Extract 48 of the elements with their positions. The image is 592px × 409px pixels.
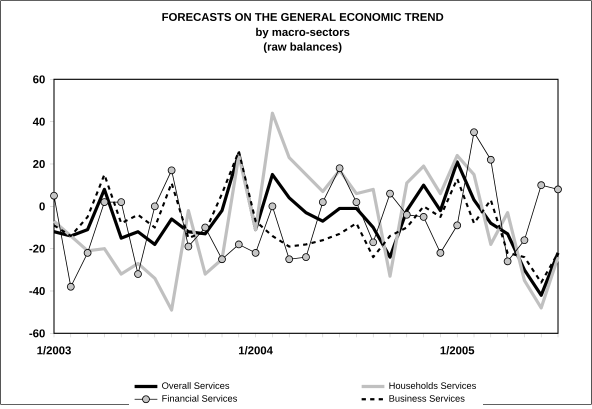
chart-subtitle: by macro-sectors: [256, 28, 350, 38]
point: [117, 198, 126, 206]
y-tick-label: -40: [29, 287, 45, 296]
point: [150, 202, 159, 210]
y-tick-label: 0: [39, 202, 45, 210]
point: [234, 240, 243, 248]
y-tick-label: -20: [29, 244, 45, 253]
point: [537, 181, 546, 190]
point: [486, 156, 495, 164]
point: [66, 282, 75, 291]
x-tick-label: 1/2003: [37, 346, 71, 354]
point: [318, 198, 327, 206]
point: [134, 270, 142, 278]
point: [84, 249, 92, 257]
point: [436, 249, 444, 257]
point: [520, 236, 528, 244]
point: [402, 210, 411, 219]
point: [168, 166, 176, 174]
point: [252, 249, 260, 257]
point: [369, 238, 378, 246]
point: [504, 258, 512, 266]
legend-label: Overall Services: [162, 382, 230, 389]
point: [201, 224, 210, 232]
y-tick-label: 60: [33, 75, 45, 84]
legend-label: Business Services: [389, 394, 465, 402]
point: [554, 186, 562, 194]
y-tick-label: -60: [29, 329, 45, 338]
x-tick-label: 1/2005: [440, 346, 474, 354]
y-tick-label: 20: [33, 160, 45, 168]
point: [184, 242, 192, 250]
point: [336, 164, 344, 172]
point: [470, 128, 478, 136]
point: [453, 222, 462, 230]
point: [218, 255, 226, 264]
point: [50, 192, 58, 200]
x-tick-label: 1/2004: [238, 346, 273, 354]
point: [268, 202, 276, 210]
chart-title: FORECASTS ON THE GENERAL ECONOMIC TREND: [162, 13, 444, 22]
point: [302, 253, 310, 262]
point: [420, 213, 428, 221]
point: [285, 255, 294, 264]
legend-label: Households Services: [389, 382, 476, 389]
point: [386, 190, 394, 198]
legend-label: Financial Services: [162, 394, 238, 402]
point: [352, 198, 360, 206]
text: (raw balances): [264, 42, 342, 53]
point: [100, 198, 108, 206]
y-tick-label: 40: [32, 118, 45, 126]
